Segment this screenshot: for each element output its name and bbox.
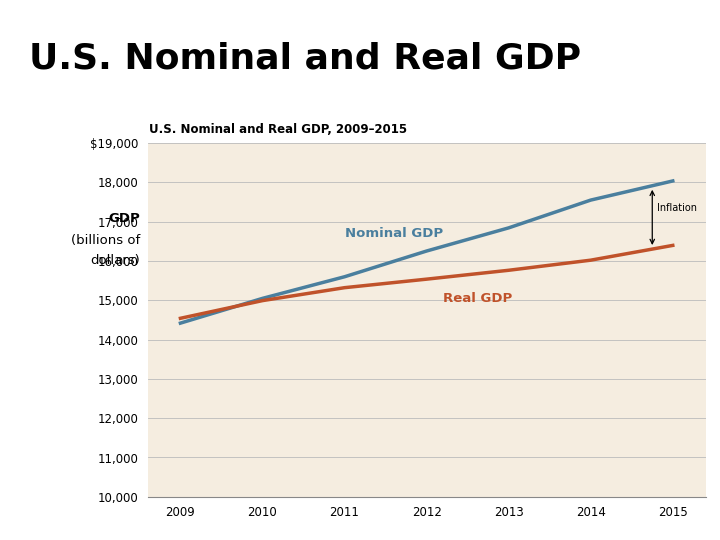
Text: Inflation: Inflation bbox=[657, 202, 697, 213]
Text: (billions of: (billions of bbox=[71, 234, 140, 247]
Text: U.S. Nominal and Real GDP, 2009–2015: U.S. Nominal and Real GDP, 2009–2015 bbox=[149, 123, 408, 136]
Text: dollars): dollars) bbox=[91, 254, 140, 267]
Text: GDP: GDP bbox=[109, 212, 140, 225]
Text: U.S. Nominal and Real GDP: U.S. Nominal and Real GDP bbox=[29, 42, 581, 76]
Text: Nominal GDP: Nominal GDP bbox=[345, 227, 443, 240]
Text: Real GDP: Real GDP bbox=[443, 292, 512, 305]
